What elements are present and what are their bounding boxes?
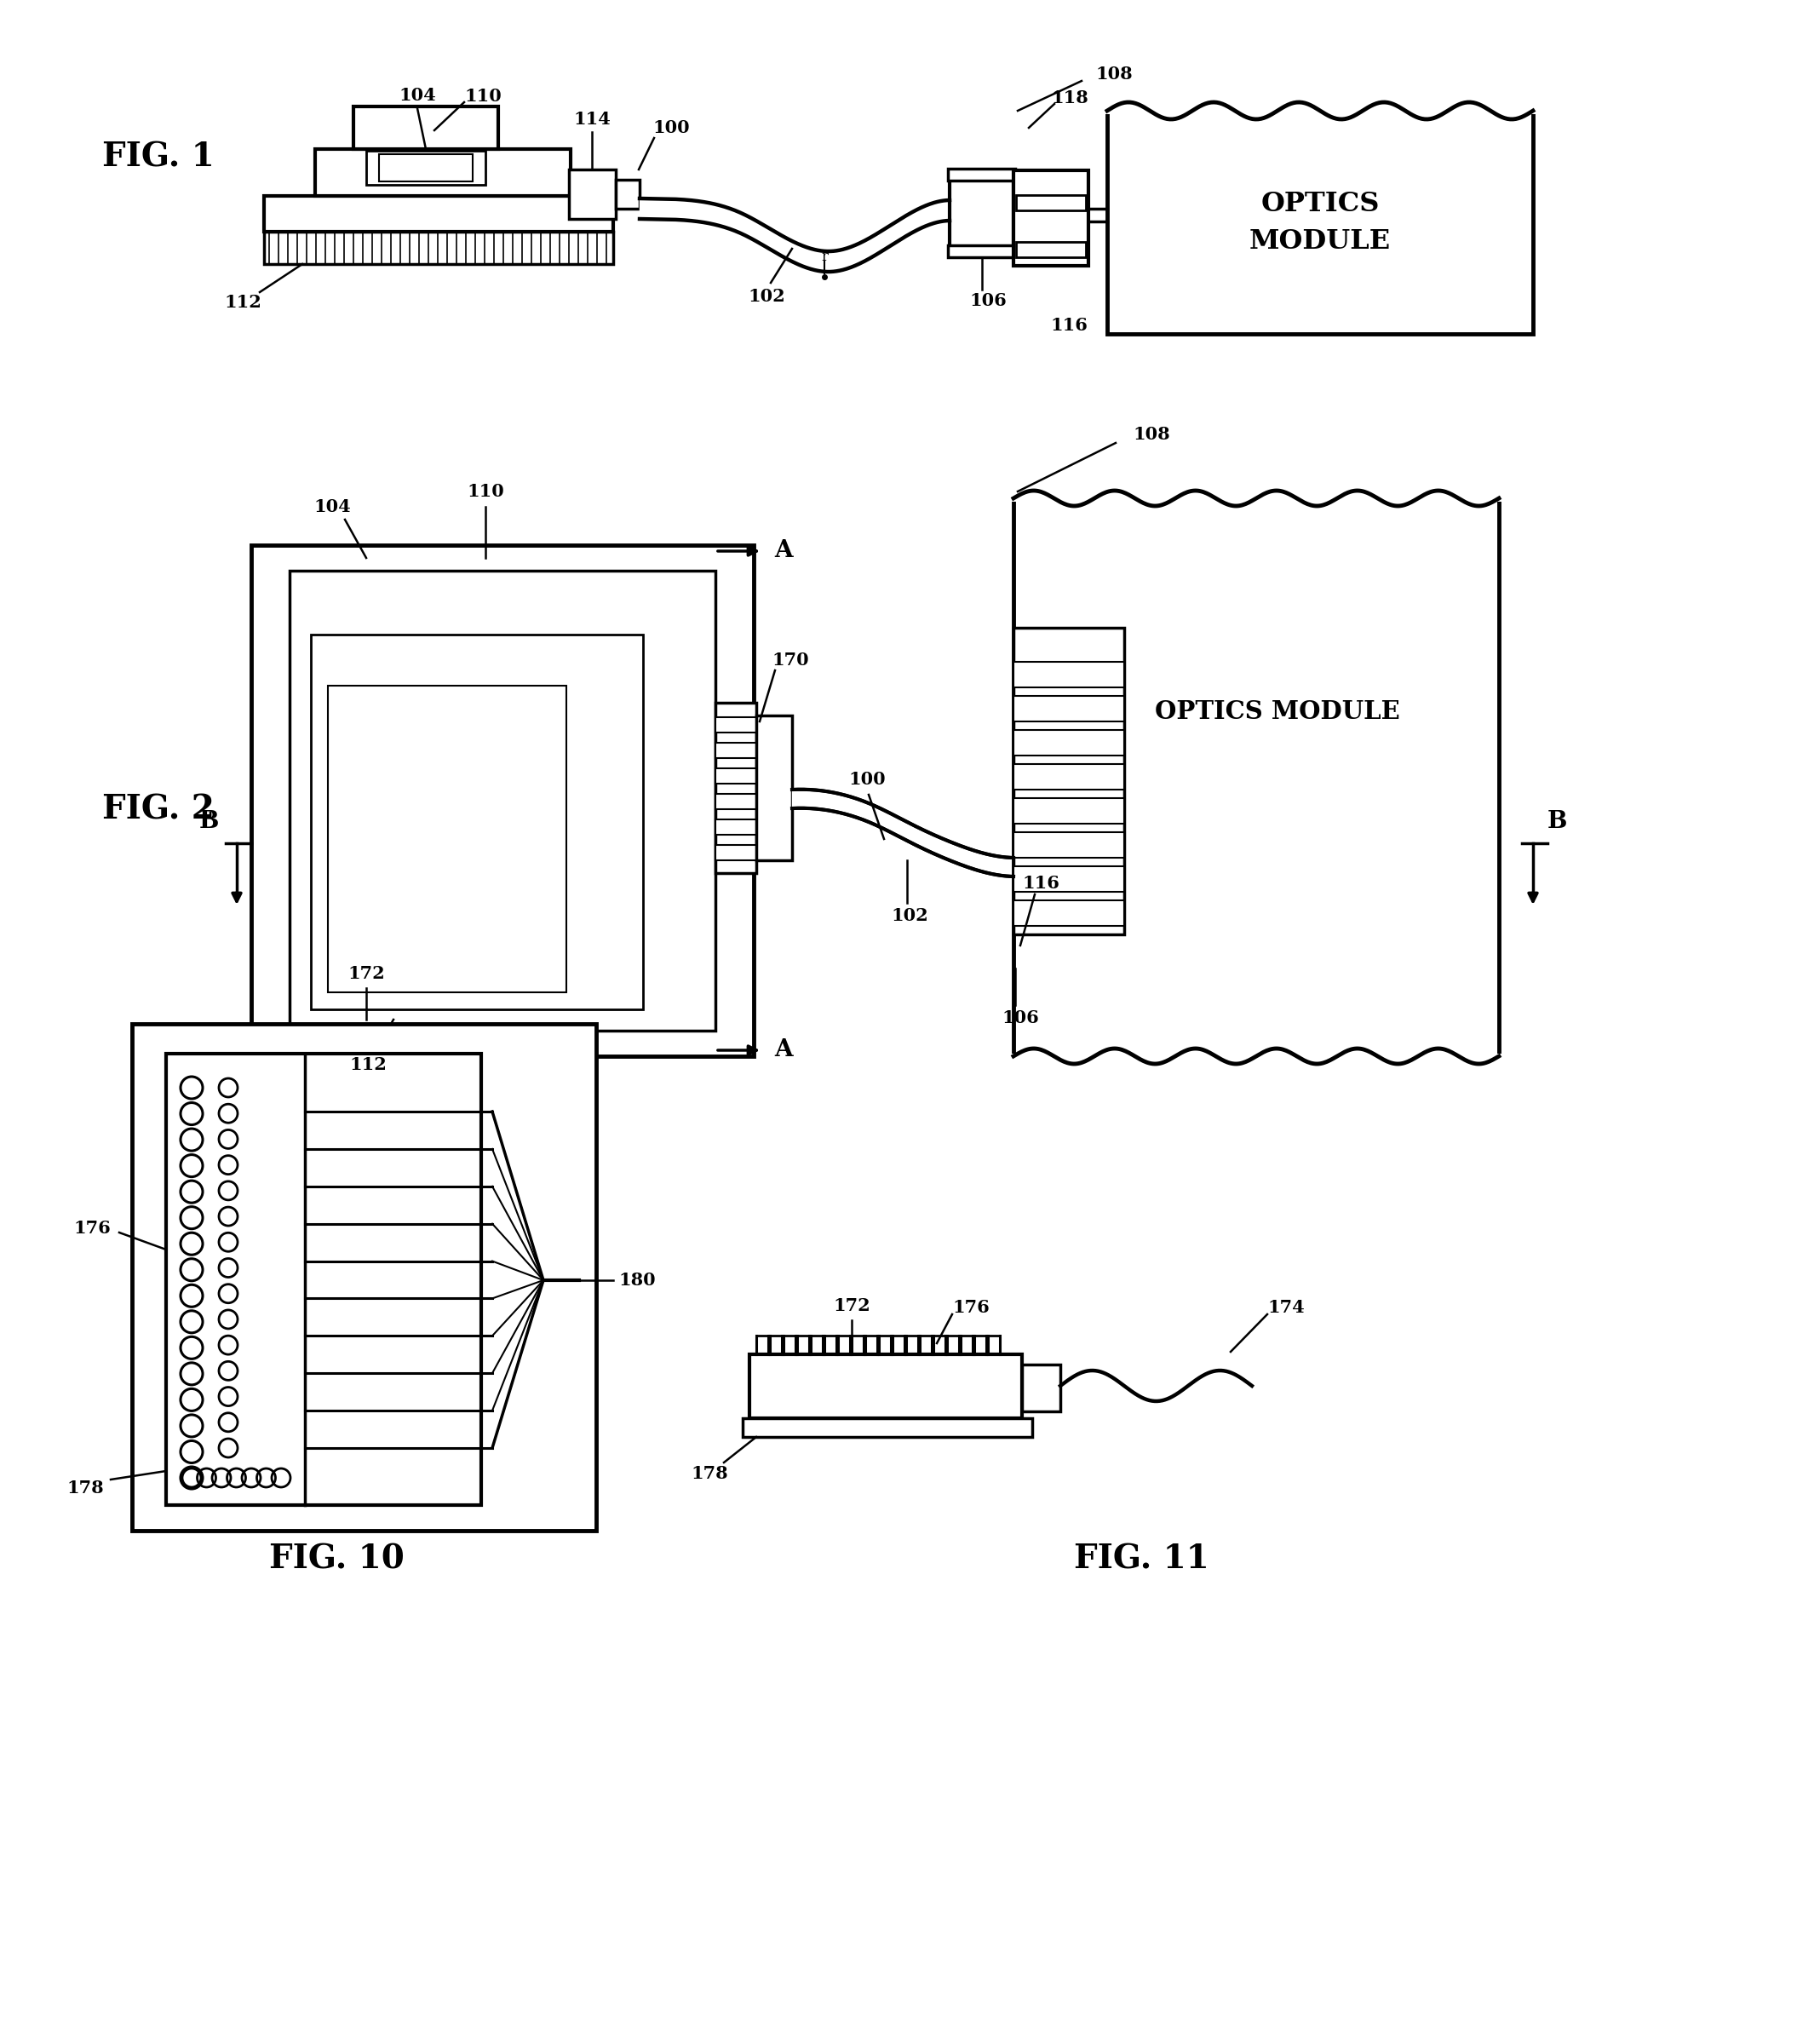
Text: B: B — [1547, 810, 1567, 834]
Text: A: A — [774, 1038, 794, 1061]
Text: 106: 106 — [1001, 1010, 1039, 1026]
Text: 116: 116 — [1023, 875, 1059, 891]
Text: 114: 114 — [573, 110, 610, 129]
Bar — [1014, 171, 1088, 265]
Bar — [948, 245, 1016, 257]
Bar — [715, 769, 757, 783]
Bar — [315, 149, 571, 196]
Bar — [1016, 243, 1087, 257]
Bar — [715, 794, 757, 810]
Text: 112: 112 — [349, 1057, 386, 1073]
Text: 176: 176 — [73, 1220, 111, 1236]
Bar — [264, 196, 613, 233]
Bar — [1014, 628, 1125, 934]
Bar — [353, 106, 499, 149]
Text: 172: 172 — [834, 1297, 870, 1314]
Text: A: A — [774, 541, 794, 563]
Bar — [366, 151, 486, 186]
Text: 118: 118 — [1052, 90, 1088, 106]
Bar — [715, 718, 757, 732]
Bar — [1014, 867, 1125, 891]
Text: 170: 170 — [772, 651, 808, 669]
Bar — [264, 233, 613, 263]
Text: 108: 108 — [1132, 426, 1170, 443]
Bar — [570, 169, 615, 218]
Text: 110: 110 — [466, 483, 504, 500]
Bar — [743, 1418, 1032, 1436]
Text: 102: 102 — [892, 908, 928, 924]
Bar — [1107, 110, 1532, 335]
Bar — [615, 180, 639, 208]
Text: 102: 102 — [748, 288, 784, 304]
Bar — [757, 716, 792, 861]
Text: FIG. 2: FIG. 2 — [102, 794, 215, 826]
Bar — [715, 702, 757, 873]
Text: FIG. 10: FIG. 10 — [269, 1542, 404, 1575]
Bar — [1014, 661, 1125, 687]
Bar — [1014, 900, 1125, 926]
Bar — [948, 169, 1016, 182]
Text: OPTICS: OPTICS — [1261, 190, 1380, 216]
Text: 174: 174 — [1267, 1299, 1305, 1316]
Bar — [251, 545, 753, 1057]
Text: r: r — [821, 251, 828, 265]
Text: 100: 100 — [848, 771, 886, 787]
Text: 112: 112 — [224, 294, 262, 310]
Bar — [311, 634, 642, 1010]
Text: FIG. 11: FIG. 11 — [1074, 1542, 1208, 1575]
Text: 100: 100 — [653, 118, 690, 137]
Text: OPTICS MODULE: OPTICS MODULE — [1156, 700, 1400, 724]
Bar — [715, 845, 757, 861]
Bar — [715, 743, 757, 759]
Bar — [1014, 498, 1500, 1057]
Bar — [1014, 696, 1125, 722]
Text: 106: 106 — [970, 292, 1006, 310]
Bar — [328, 685, 566, 991]
Text: FIG. 1: FIG. 1 — [102, 141, 215, 173]
Bar — [166, 1053, 480, 1506]
Bar — [1014, 832, 1125, 857]
Bar — [1014, 798, 1125, 824]
Bar — [133, 1024, 597, 1530]
Bar — [1014, 730, 1125, 755]
Bar — [715, 820, 757, 834]
Bar — [1014, 765, 1125, 789]
Text: 180: 180 — [619, 1271, 655, 1289]
Text: 172: 172 — [348, 965, 384, 981]
Text: 104: 104 — [399, 88, 437, 104]
Bar — [950, 180, 1014, 249]
Text: 104: 104 — [313, 498, 351, 516]
Text: 108: 108 — [1096, 65, 1132, 84]
Text: B: B — [198, 810, 218, 834]
Text: 178: 178 — [692, 1465, 728, 1483]
Text: 110: 110 — [464, 88, 502, 104]
Bar — [750, 1355, 1023, 1418]
Text: 178: 178 — [67, 1479, 104, 1497]
Bar — [1023, 1365, 1061, 1412]
Text: 176: 176 — [952, 1299, 990, 1316]
Bar — [289, 571, 715, 1030]
Text: 116: 116 — [1050, 316, 1088, 335]
Bar — [1016, 196, 1087, 210]
Bar — [379, 155, 473, 182]
Text: MODULE: MODULE — [1249, 228, 1390, 255]
